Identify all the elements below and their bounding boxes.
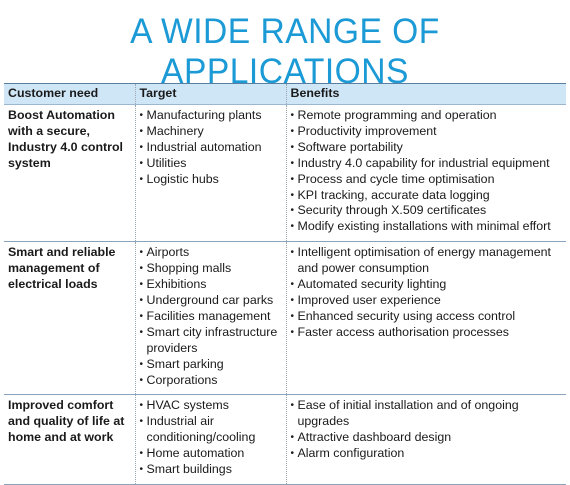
benefits-cell: Remote programming and operation Product… <box>285 104 566 242</box>
list-item: Automated security lighting <box>291 277 563 293</box>
list-item: Security through X.509 certificates <box>291 203 563 219</box>
header-target: Target <box>134 83 286 105</box>
list-item: Airports <box>140 245 282 261</box>
list-item: Exhibitions <box>140 277 282 293</box>
list-item: Smart buildings <box>140 462 282 478</box>
table-row: Boost Automation with a secure, Industry… <box>4 104 566 242</box>
target-cell: Manufacturing plants Machinery Industria… <box>134 104 286 242</box>
benefits-cell: Intelligent optimisation of energy manag… <box>285 241 566 395</box>
benefits-cell: Ease of initial installation and of ongo… <box>285 394 566 485</box>
table-row: Smart and reliable management of electri… <box>4 241 566 395</box>
list-item: Enhanced security using access control <box>291 309 563 325</box>
header-customer-need: Customer need <box>4 83 135 105</box>
list-item: Home automation <box>140 446 282 462</box>
list-item: Facilities management <box>140 309 282 325</box>
target-list: Manufacturing plants Machinery Industria… <box>140 108 282 188</box>
list-item: Underground car parks <box>140 293 282 309</box>
list-item: Shopping malls <box>140 261 282 277</box>
benefits-list: Ease of initial installation and of ongo… <box>291 398 563 462</box>
page: A WIDE RANGE OF APPLICATIONS Customer ne… <box>0 0 570 473</box>
target-cell: Airports Shopping malls Exhibitions Unde… <box>134 241 286 395</box>
target-list: Airports Shopping malls Exhibitions Unde… <box>140 245 282 388</box>
customer-need-cell: Boost Automation with a secure, Industry… <box>8 108 123 170</box>
list-item: Productivity improvement <box>291 124 563 140</box>
list-item: Software portability <box>291 140 563 156</box>
benefits-list: Remote programming and operation Product… <box>291 108 563 235</box>
list-item: Process and cycle time optimisation <box>291 172 563 188</box>
list-item: Smart parking <box>140 357 282 373</box>
list-item: KPI tracking, accurate data logging <box>291 188 563 204</box>
header-benefits: Benefits <box>285 83 566 105</box>
table-header-row: Customer need Target Benefits <box>4 83 566 105</box>
benefits-list: Intelligent optimisation of energy manag… <box>291 245 563 340</box>
list-item: Modify existing installations with minim… <box>291 219 563 235</box>
list-item: Manufacturing plants <box>140 108 282 124</box>
applications-table: Customer need Target Benefits Boost Auto… <box>4 83 566 485</box>
list-item: Industrial automation <box>140 140 282 156</box>
page-title: A WIDE RANGE OF APPLICATIONS <box>130 12 440 91</box>
list-item: Intelligent optimisation of energy manag… <box>291 245 563 277</box>
list-item: Smart city infrastructure providers <box>140 325 282 357</box>
customer-need-cell: Smart and reliable management of electri… <box>8 245 116 292</box>
list-item: Faster access authorisation processes <box>291 325 563 341</box>
table-row: Improved comfort and quality of life at … <box>4 394 566 485</box>
list-item: Remote programming and operation <box>291 108 563 124</box>
list-item: HVAC systems <box>140 398 282 414</box>
target-list: HVAC systems Industrial air conditioning… <box>140 398 282 478</box>
list-item: Ease of initial installation and of ongo… <box>291 398 563 430</box>
list-item: Utilities <box>140 156 282 172</box>
list-item: Improved user experience <box>291 293 563 309</box>
list-item: Corporations <box>140 373 282 389</box>
list-item: Machinery <box>140 124 282 140</box>
list-item: Attractive dashboard design <box>291 430 563 446</box>
list-item: Industry 4.0 capability for industrial e… <box>291 156 563 172</box>
customer-need-cell: Improved comfort and quality of life at … <box>8 398 125 445</box>
list-item: Logistic hubs <box>140 172 282 188</box>
list-item: Alarm configuration <box>291 446 563 462</box>
target-cell: HVAC systems Industrial air conditioning… <box>134 394 286 485</box>
list-item: Industrial air conditioning/cooling <box>140 414 282 446</box>
